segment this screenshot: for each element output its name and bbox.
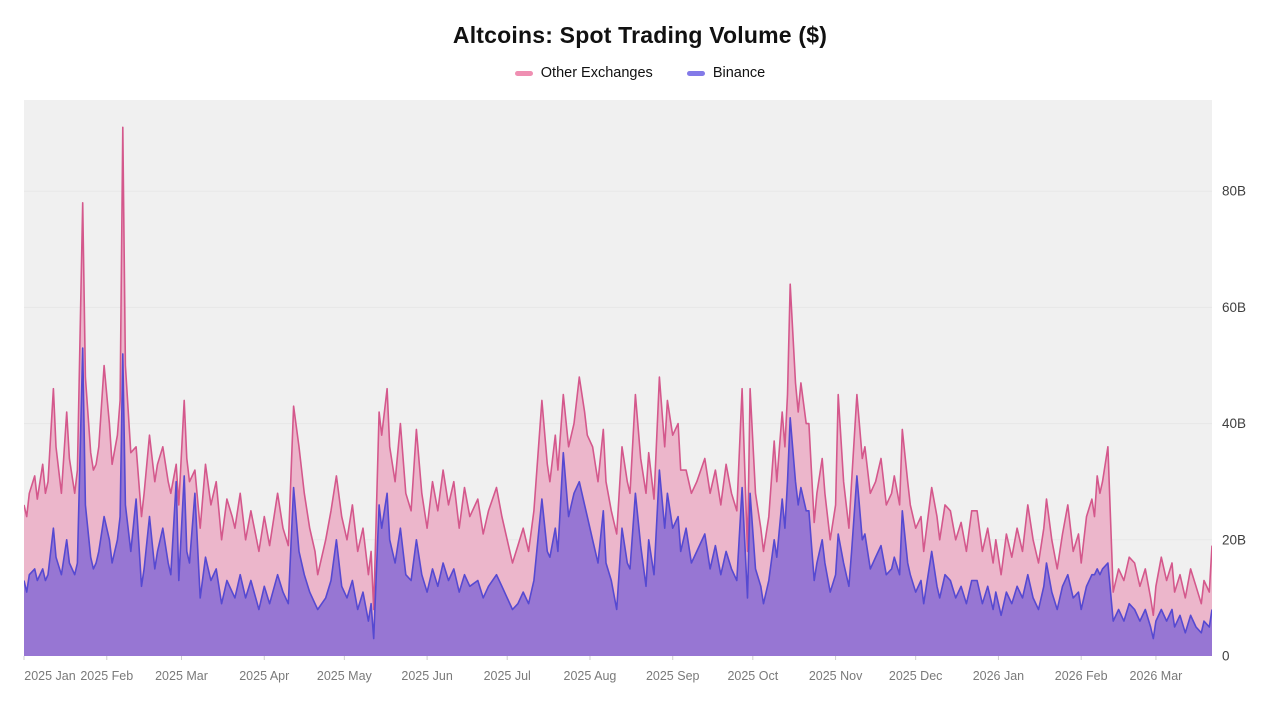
y-tick-label: 0 bbox=[1222, 649, 1230, 664]
chart-title: Altcoins: Spot Trading Volume ($) bbox=[452, 22, 828, 48]
x-tick-label: 2025 May bbox=[317, 669, 373, 683]
x-tick-label: 2026 Feb bbox=[1055, 669, 1108, 683]
legend-label: Other Exchanges bbox=[540, 65, 653, 81]
x-tick-label: 2025 Aug bbox=[564, 669, 617, 683]
x-tick-label: 2025 Dec bbox=[889, 669, 943, 683]
y-tick-label: 60B bbox=[1222, 300, 1246, 315]
legend-item-binance[interactable]: Binance bbox=[686, 65, 766, 81]
x-tick-label: 2025 Oct bbox=[727, 669, 778, 683]
x-tick-label: 2025 Jul bbox=[484, 669, 531, 683]
series-line-binance[interactable] bbox=[24, 347, 1212, 640]
y-tick-label: 80B bbox=[1222, 184, 1246, 199]
legend-swatch-binance-icon bbox=[686, 70, 705, 76]
x-tick-label: 2025 Mar bbox=[155, 669, 208, 683]
legend-label: Binance bbox=[712, 65, 766, 81]
legend-swatch-other-exchanges-icon bbox=[514, 70, 533, 76]
chart-legend: Other Exchanges Binance bbox=[0, 63, 1280, 83]
legend-item-other-exchanges[interactable]: Other Exchanges bbox=[514, 65, 653, 81]
y-tick-label: 40B bbox=[1222, 416, 1246, 431]
x-tick-label: 2025 Jan bbox=[24, 669, 75, 683]
x-tick-label: 2025 Jun bbox=[401, 669, 452, 683]
x-tick-label: 2026 Jan bbox=[973, 669, 1024, 683]
x-tick-label: 2025 Sep bbox=[646, 669, 700, 683]
x-tick-label: 2025 Nov bbox=[809, 669, 863, 683]
y-tick-label: 20B bbox=[1222, 532, 1246, 547]
x-tick-label: 2025 Apr bbox=[239, 669, 289, 683]
x-tick-label: 2025 Feb bbox=[80, 669, 133, 683]
x-tick-label: 2026 Mar bbox=[1130, 669, 1183, 683]
series-line-other-exchanges[interactable] bbox=[24, 126, 1212, 617]
